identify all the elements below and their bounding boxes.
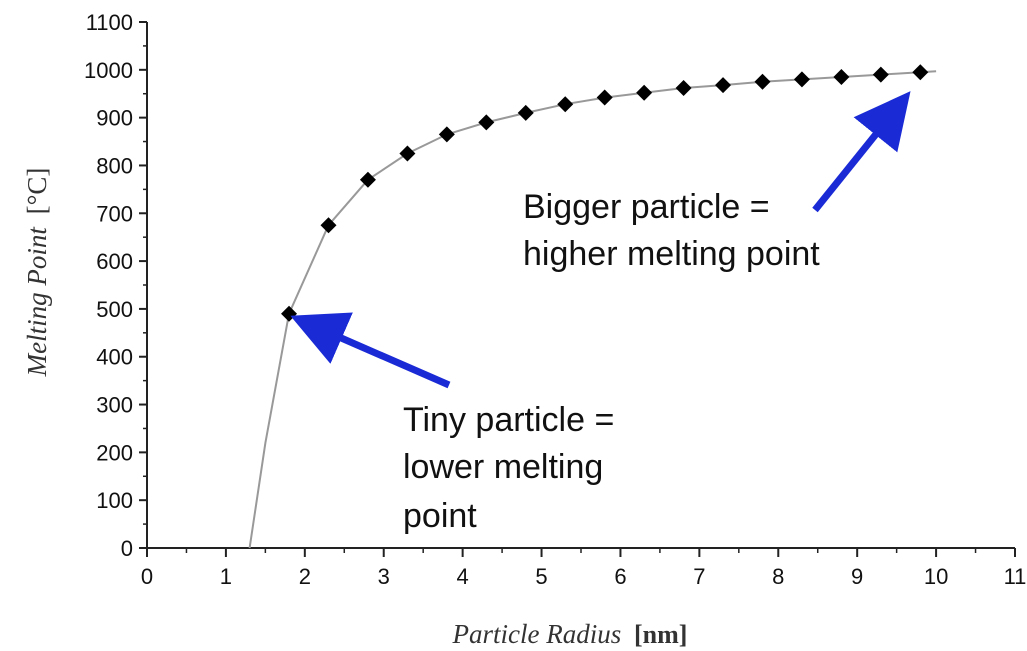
annotation-tiny-particle: Tiny particle = lower melting point xyxy=(290,312,624,535)
x-axis-unit: [nm] xyxy=(634,620,687,649)
y-tick-label: 1000 xyxy=(84,58,133,83)
y-axis-label: Melting Point xyxy=(22,226,52,378)
data-point xyxy=(517,104,534,121)
x-axis-title: Particle Radius [nm] xyxy=(452,619,688,649)
y-tick-label: 600 xyxy=(96,249,133,274)
y-tick-label: 800 xyxy=(96,153,133,178)
x-ticks: 0 1 2 3 4 5 6 7 8 9 10 11 xyxy=(141,548,1027,589)
y-tick-label: 400 xyxy=(96,345,133,370)
x-tick-label: 5 xyxy=(535,564,547,589)
y-tick-label: 200 xyxy=(96,440,133,465)
data-point xyxy=(754,73,771,90)
data-point xyxy=(715,77,732,94)
annotation-bigger-particle: Bigger particle = higher melting point xyxy=(523,91,911,273)
annotation-arrow-bigger xyxy=(812,91,911,213)
y-axis-title: Melting Point [°C] xyxy=(22,168,52,378)
y-tick-label: 100 xyxy=(96,488,133,513)
y-tick-label: 700 xyxy=(96,201,133,226)
annotation-arrow-tiny xyxy=(290,312,451,389)
data-point xyxy=(399,145,416,162)
data-point xyxy=(912,64,929,81)
data-point xyxy=(596,89,613,106)
x-tick-label: 1 xyxy=(220,564,232,589)
x-tick-label: 3 xyxy=(378,564,390,589)
annotation-bigger-line-1: Bigger particle = xyxy=(523,188,770,226)
data-point xyxy=(281,305,298,322)
y-tick-label: 300 xyxy=(96,393,133,418)
data-point xyxy=(438,126,455,143)
x-tick-label: 11 xyxy=(1004,564,1027,589)
annotation-tiny-line-1: Tiny particle = xyxy=(403,401,614,439)
y-tick-label: 500 xyxy=(96,297,133,322)
y-tick-label: 1100 xyxy=(86,10,133,35)
x-tick-label: 9 xyxy=(851,564,863,589)
x-axis-label: Particle Radius xyxy=(452,619,622,649)
data-point xyxy=(833,68,850,85)
data-point xyxy=(320,217,337,234)
data-point xyxy=(359,171,376,188)
data-point xyxy=(636,84,653,101)
data-point xyxy=(478,114,495,131)
y-tick-label: 0 xyxy=(121,536,133,561)
y-axis-unit: [°C] xyxy=(22,168,52,215)
y-tick-label: 900 xyxy=(96,106,133,131)
x-tick-label: 10 xyxy=(924,564,948,589)
x-tick-label: 7 xyxy=(693,564,705,589)
data-point xyxy=(557,96,574,113)
x-tick-label: 4 xyxy=(457,564,469,589)
data-point xyxy=(675,79,692,96)
x-tick-label: 0 xyxy=(141,564,153,589)
svg-text:Bigger particle = higher: Bigger particle = higher melting point xyxy=(523,188,820,273)
x-tick-label: 8 xyxy=(772,564,784,589)
y-ticks: 0 100 200 300 400 500 600 700 800 900 1000 1100 xyxy=(84,10,147,561)
x-tick-label: 2 xyxy=(299,564,311,589)
svg-text:Tiny particle = lower me: Tiny particle = lower melting point xyxy=(403,401,624,535)
data-point xyxy=(872,66,889,83)
annotation-tiny-line-3: point xyxy=(403,497,477,535)
x-tick-label: 6 xyxy=(614,564,626,589)
data-point xyxy=(793,71,810,88)
annotation-tiny-line-2: lower melting xyxy=(403,448,603,486)
annotation-bigger-line-2: higher melting point xyxy=(523,235,820,273)
